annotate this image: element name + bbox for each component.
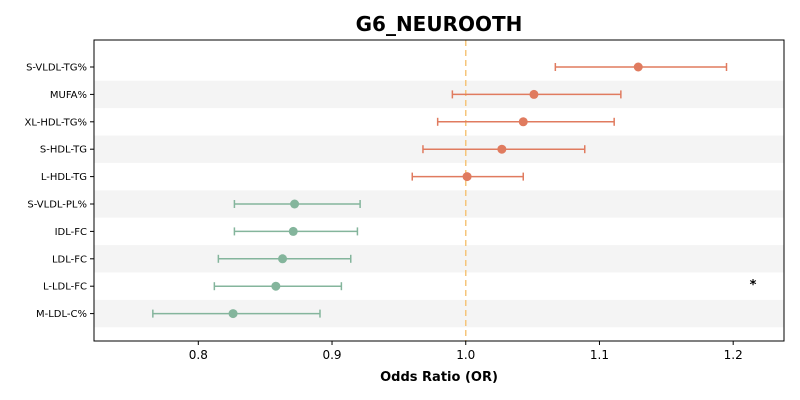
plot-frame [93,39,785,342]
row-stripe [94,80,784,109]
y-tick-label: M-LDL-C% [36,309,87,320]
x-axis-label: Odds Ratio (OR) [380,370,498,385]
point-estimate [288,226,298,236]
y-tick-label: S-HDL-TG [40,145,87,156]
significance-marker: * [750,278,757,293]
y-tick-label: L-LDL-FC [43,282,87,293]
y-tick-label: S-VLDL-PL% [27,200,87,211]
row-stripe [94,245,784,273]
y-tick-label: IDL-FC [55,227,87,238]
x-tick-label: 1.2 [724,348,743,362]
y-tick-label: S-VLDL-TG% [26,63,87,74]
x-tick-label: 1.1 [590,348,609,362]
x-tick-labels: 0.8 0.9 1.0 1.1 1.2 [189,341,743,362]
x-tick-label: 1.0 [456,348,475,362]
point-estimate [290,199,300,209]
y-tick-labels: S-VLDL-TG% MUFA% XL-HDL-TG% S-HDL-TG L-HDL-T… [24,63,94,320]
point-estimate [228,309,238,319]
chart-title: G6_NEUROOTH [356,12,523,36]
point-estimate [462,172,472,182]
x-tick-label: 0.8 [189,348,208,362]
y-tick-label: XL-HDL-TG% [24,117,87,128]
row-stripes [94,80,784,328]
row-stripe [94,190,784,218]
point-estimate [518,117,528,127]
estimates-group [152,62,728,319]
annotations: * [750,278,757,293]
point-estimate [497,144,507,154]
point-estimate [529,89,539,99]
point-estimate [278,254,288,264]
y-tick-label: LDL-FC [52,254,87,265]
point-estimate [271,281,281,291]
x-tick-label: 0.9 [322,348,341,362]
y-tick-label: MUFA% [50,90,87,101]
point-estimate [633,62,643,72]
y-tick-label: L-HDL-TG [41,172,87,183]
